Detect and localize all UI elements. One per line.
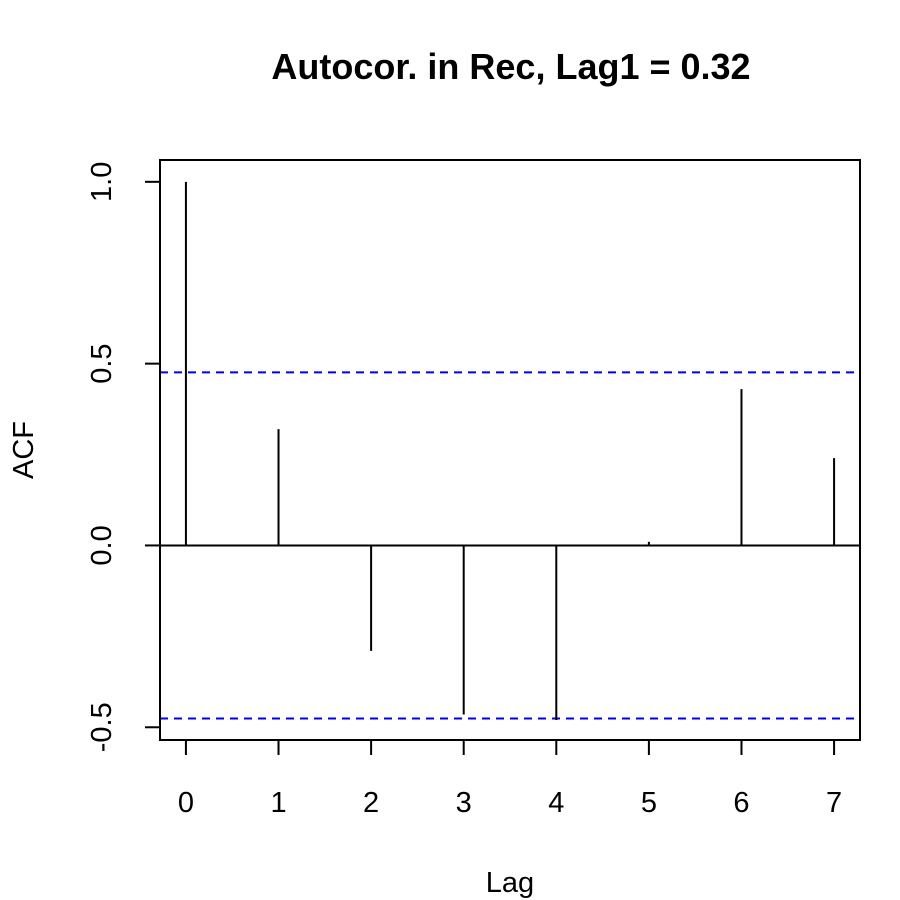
y-tick-label: 0.0 [86,525,118,565]
y-tick-label: 0.5 [86,343,118,383]
x-tick-label: 2 [363,787,379,819]
y-axis: -0.5 0.0 0.5 1.0 [86,162,161,752]
acf-bars [184,181,836,720]
y-axis-label: ACF [8,421,40,479]
x-tick-label: 4 [548,787,564,819]
x-axis-label: Lag [486,867,534,899]
y-tick-label: -0.5 [86,702,118,752]
x-axis: 0 1 2 3 4 5 6 7 [178,739,842,819]
y-tick-label: 1.0 [86,162,118,202]
x-tick-label: 0 [178,787,194,819]
x-tick-label: 6 [733,787,749,819]
x-tick-label: 1 [270,787,286,819]
x-tick-label: 7 [826,787,842,819]
plot-frame [159,159,861,741]
chart-title: Autocor. in Rec, Lag1 = 0.32 [271,46,750,87]
x-tick-label: 3 [456,787,472,819]
confidence-bounds [160,371,860,720]
x-tick-label: 5 [641,787,657,819]
